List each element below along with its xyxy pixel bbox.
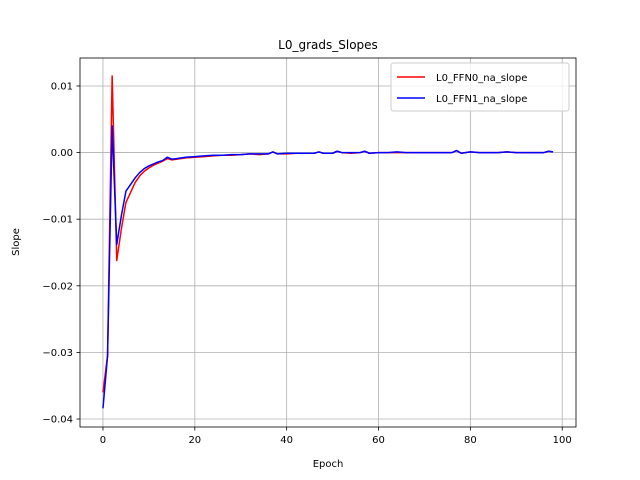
plot-area: [102, 75, 554, 409]
legend: L0_FFN0_na_slope L0_FFN1_na_slope: [390, 62, 570, 112]
x-axis-label: Epoch: [313, 459, 344, 470]
y-tick-label: −0.01: [42, 215, 73, 226]
x-tick-label: 60: [372, 435, 385, 446]
x-tick-label: 40: [280, 435, 293, 446]
grid: [80, 58, 576, 427]
y-axis-label: Slope: [11, 228, 22, 256]
legend-label: L0_FFN1_na_slope: [436, 94, 527, 105]
chart-title: L0_grads_Slopes: [278, 38, 378, 52]
legend-label: L0_FFN0_na_slope: [436, 73, 527, 84]
x-tick-label: 20: [188, 435, 201, 446]
x-tick-label: 0: [100, 435, 106, 446]
y-tick-label: 0.00: [51, 148, 73, 159]
y-axis: 0.01 0.00 −0.01 −0.02 −0.03 −0.04: [42, 81, 80, 426]
x-axis: 0 20 40 60 80 100: [100, 427, 572, 446]
x-tick-label: 80: [464, 435, 477, 446]
y-tick-label: −0.04: [42, 415, 73, 426]
legend-frame: [390, 62, 570, 112]
x-tick-label: 100: [553, 435, 572, 446]
y-tick-label: 0.01: [51, 81, 73, 92]
y-tick-label: −0.03: [42, 348, 73, 359]
y-tick-label: −0.02: [42, 281, 73, 292]
series-line-2: [102, 125, 554, 409]
axes-frame: [79, 57, 577, 428]
